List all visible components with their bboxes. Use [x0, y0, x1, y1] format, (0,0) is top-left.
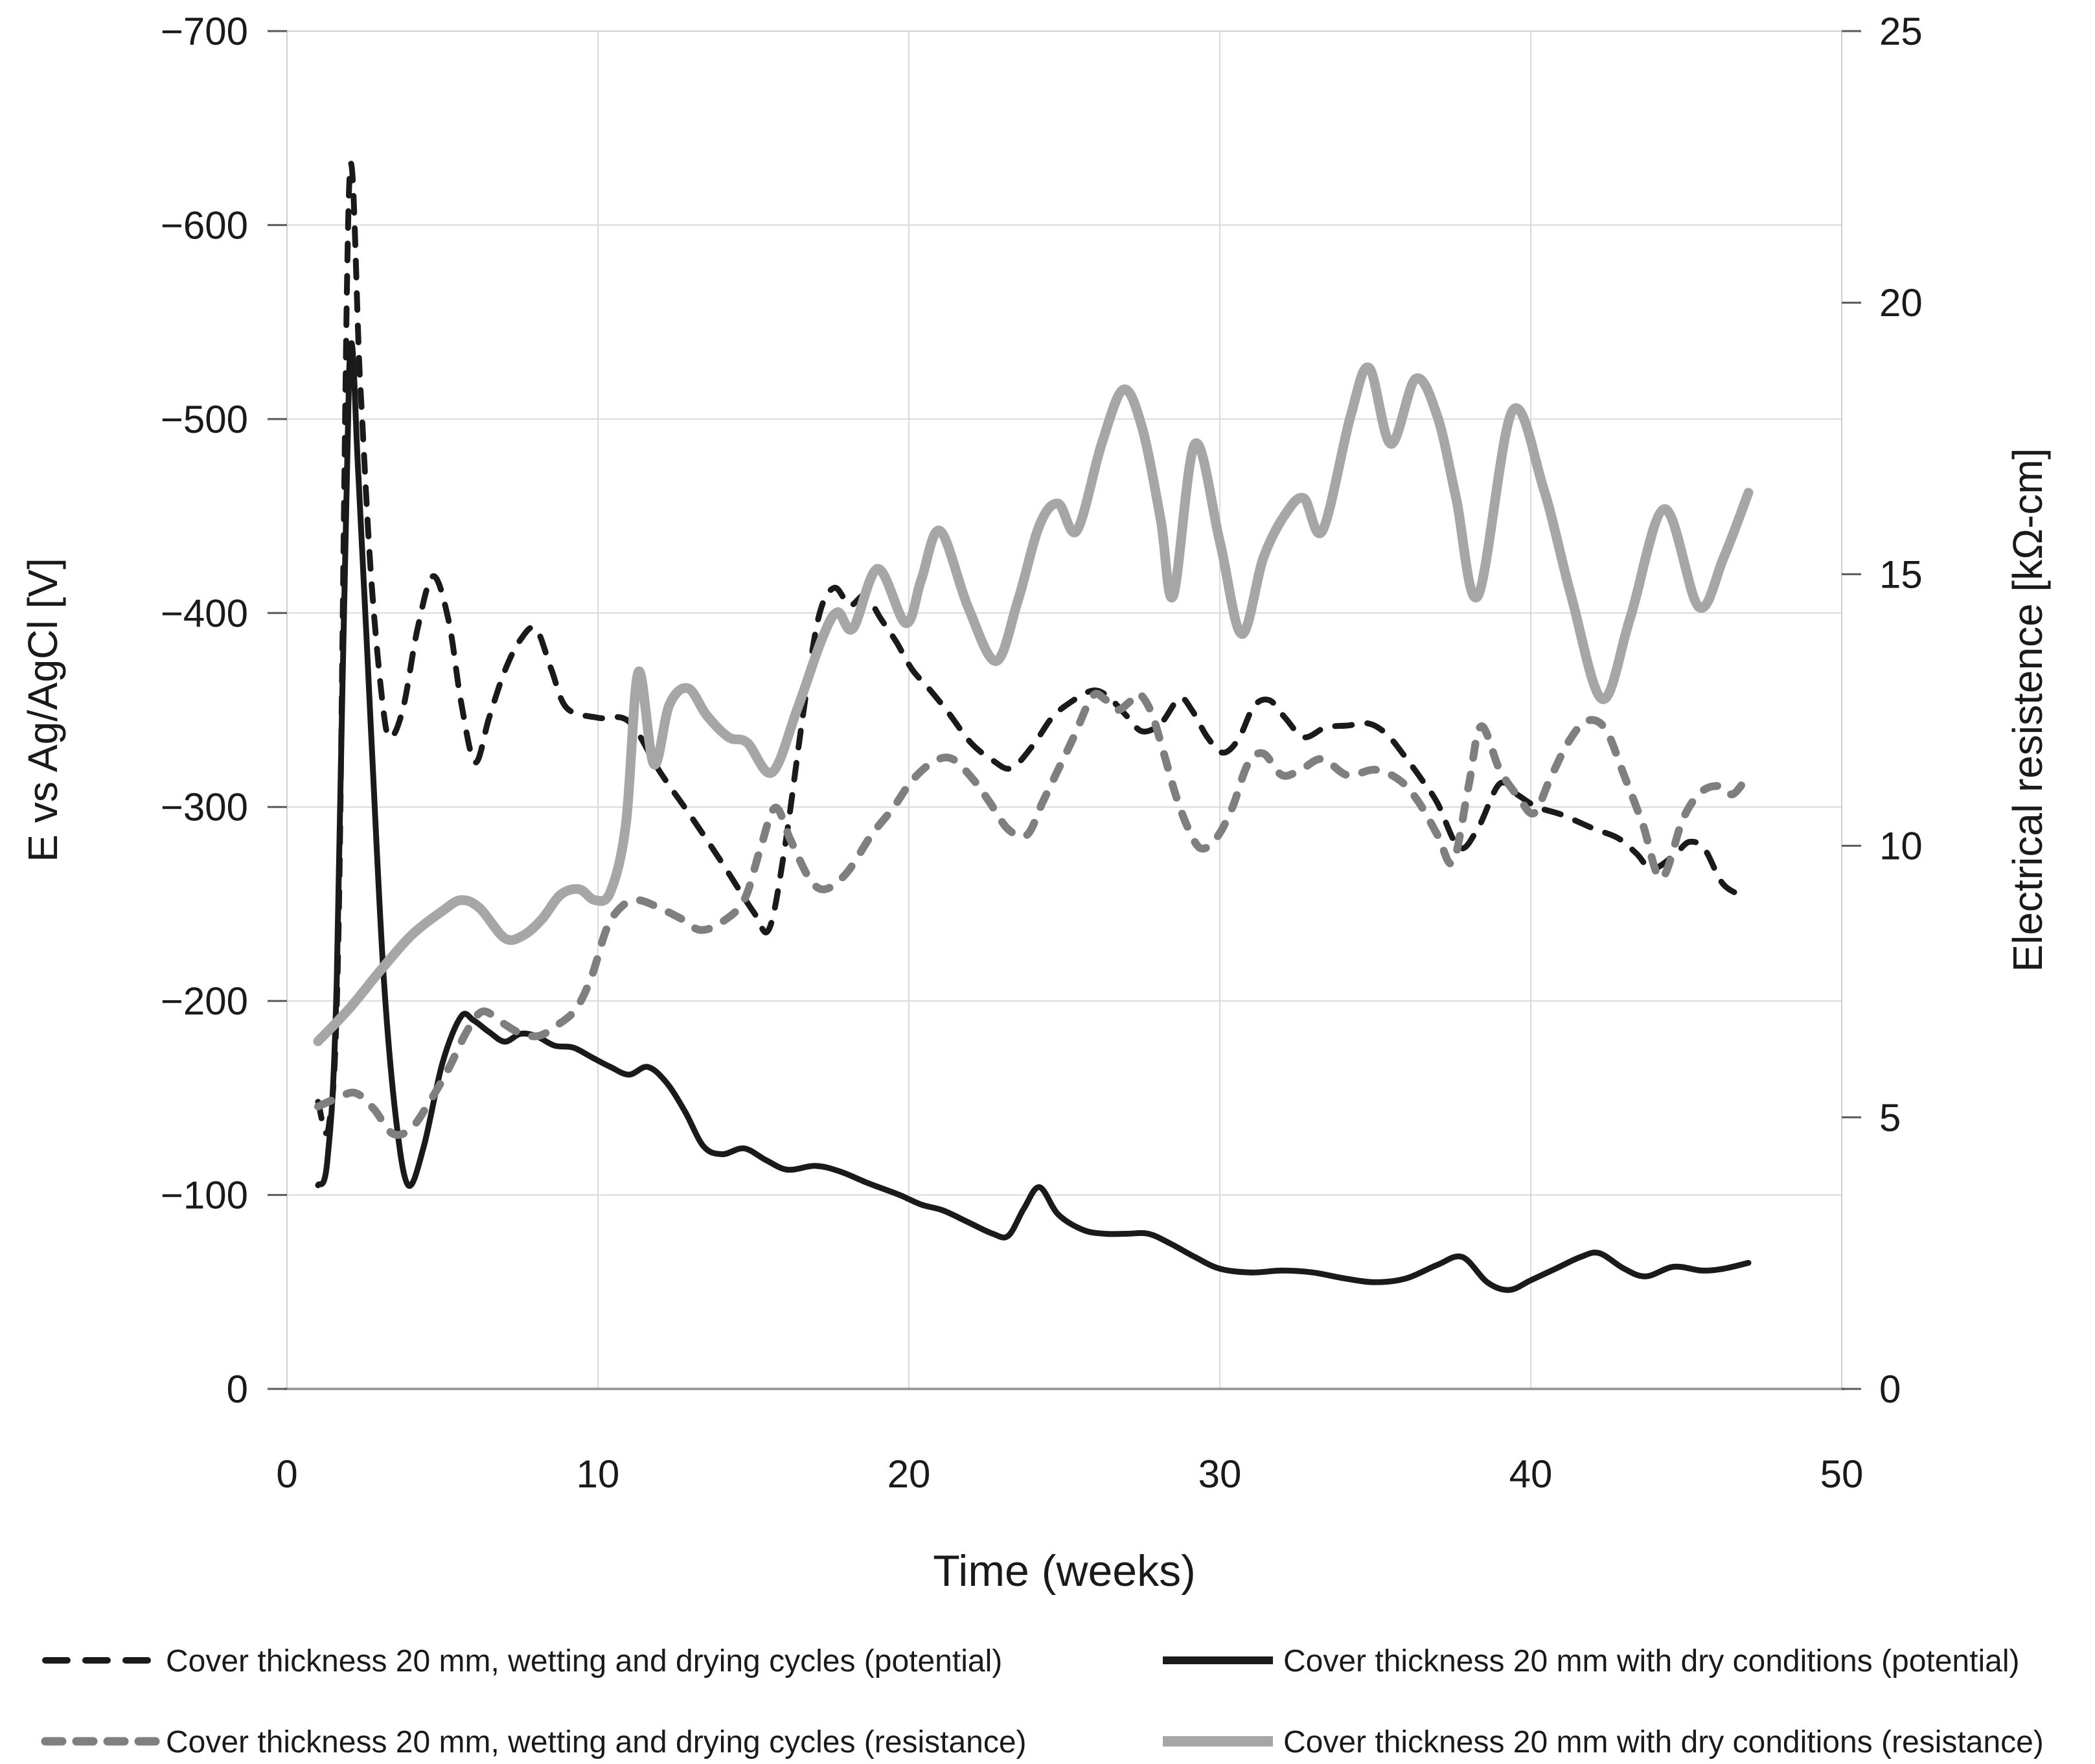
x-tick-label: 40: [1509, 1452, 1553, 1496]
y-right-axis-title: Electrical resistence [kΩ-cm]: [2004, 448, 2051, 972]
legend-label-potential-dry: Cover thickness 20 mm with dry condition…: [1283, 1644, 2019, 1678]
series-curves: [313, 161, 1754, 1293]
legend: Cover thickness 20 mm, wetting and dryin…: [41, 1644, 2044, 1759]
x-tick-label: 20: [887, 1452, 931, 1496]
y-left-tick-label: 0: [227, 1368, 248, 1411]
y-right-tick-label: 0: [1879, 1368, 1901, 1411]
x-tick-label: 30: [1198, 1452, 1242, 1496]
legend-item-resistance-dry: Cover thickness 20 mm with dry condition…: [1163, 1725, 2044, 1759]
y-left-tick-label: −500: [161, 398, 248, 441]
series-path-potential-wet: [315, 161, 1752, 1136]
legend-item-potential-dry: Cover thickness 20 mm with dry condition…: [1163, 1644, 2019, 1678]
legend-label-resistance-wet: Cover thickness 20 mm, wetting and dryin…: [166, 1725, 1027, 1759]
series-path-resistance-wet: [314, 689, 1752, 1139]
x-tick-label: 0: [276, 1452, 297, 1496]
y-left-axis-title: E vs Ag/AgCl [V]: [19, 558, 66, 862]
legend-label-potential-wet: Cover thickness 20 mm, wetting and dryin…: [166, 1644, 1002, 1678]
x-tick-label: 50: [1820, 1452, 1864, 1496]
y-right-tick-label: 25: [1879, 10, 1923, 53]
y-right-tick-label: 15: [1879, 553, 1923, 596]
y-left-tick-label: −300: [161, 786, 248, 829]
series-path-potential-dry: [315, 340, 1752, 1293]
y-right-tick-label: 20: [1879, 281, 1923, 325]
y-left-tick-label: −600: [161, 203, 248, 247]
x-axis-title: Time (weeks): [933, 1546, 1196, 1596]
tick-labels: 0 −100 −200 −300 −400 −500 −600 −700 0 5 10 15 20 25 0…: [161, 10, 1923, 1496]
legend-label-resistance-dry: Cover thickness 20 mm with dry condition…: [1283, 1725, 2044, 1759]
legend-item-resistance-wet: Cover thickness 20 mm, wetting and dryin…: [41, 1725, 1027, 1759]
y-right-tick-label: 5: [1879, 1096, 1901, 1140]
legend-item-potential-wet: Cover thickness 20 mm, wetting and dryin…: [42, 1644, 1002, 1678]
axes: [268, 30, 1861, 1390]
series-path-resistance-dry: [313, 362, 1754, 1046]
y-left-tick-label: −700: [161, 10, 248, 53]
y-right-tick-label: 10: [1879, 825, 1923, 868]
x-tick-label: 10: [577, 1452, 620, 1496]
y-left-tick-label: −400: [161, 591, 248, 635]
y-left-tick-label: −200: [161, 979, 248, 1023]
y-left-tick-label: −100: [161, 1174, 248, 1217]
